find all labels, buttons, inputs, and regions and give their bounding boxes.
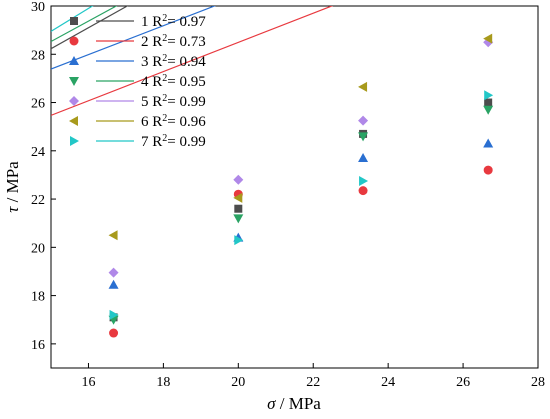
y-tick-label: 26 [31,97,45,112]
legend-marker-series-2 [69,36,79,46]
legend-label-series-4: 4 R2= 0.95 [141,73,206,91]
y-axis-unit: / MPa [3,161,22,207]
legend-marker-series-6 [69,116,78,126]
x-tick-label: 22 [306,375,320,390]
y-tick-label: 28 [31,48,45,63]
x-axis-symbol: σ [267,394,276,413]
legend-marker-series-4 [69,77,79,86]
y-tick-label: 30 [31,0,45,15]
legend-marker-series-1 [70,17,78,25]
x-tick-label: 18 [156,375,170,390]
data-point-series-3 [483,138,494,148]
legend-label-series-2: 2 R2= 0.73 [141,33,206,51]
fit-line-series-3 [51,6,217,70]
legend-label-series-1: 1 R2= 0.97 [141,13,206,31]
legend-label-series-3: 3 R2= 0.94 [141,53,206,71]
x-tick-label: 28 [531,375,545,390]
x-axis-unit: / MPa [276,394,322,413]
y-axis-symbol: τ [3,206,22,213]
y-tick-label: 22 [31,193,45,208]
data-point-series-4 [483,105,494,115]
x-tick-label: 26 [456,375,470,390]
data-point-series-4 [358,132,369,142]
y-tick-label: 16 [31,338,45,353]
data-point-series-5 [233,174,244,185]
x-tick-label: 20 [231,375,245,390]
fit-line-series-2 [51,6,334,116]
data-point-series-1 [234,204,243,213]
data-point-series-7 [109,309,119,320]
data-point-series-6 [233,192,243,203]
data-point-series-4 [233,214,244,224]
x-axis-ticks: 16 18 20 22 24 26 28 [81,363,545,390]
legend-label-series-6: 6 R2= 0.96 [141,113,206,131]
data-point-series-5 [108,267,119,278]
y-axis-label: τ / MPa [3,161,22,213]
y-axis-ticks: 16 18 20 22 24 26 28 30 [31,0,56,353]
data-point-series-7 [234,235,244,246]
legend-label-series-5: 5 R2= 0.99 [141,93,206,111]
data-point-series-7 [484,90,494,101]
data-point-series-2 [109,328,119,338]
data-markers [108,33,494,338]
fit-lines [51,6,334,116]
y-tick-label: 20 [31,241,45,256]
data-point-series-6 [108,230,118,241]
data-point-series-3 [108,279,119,289]
legend: 1 R2= 0.97 2 R2= 0.73 3 R2= 0.94 4 R2= 0.95… [69,13,206,151]
legend-marker-series-7 [70,136,79,146]
legend-marker-series-3 [69,56,79,65]
data-point-series-3 [358,153,369,163]
data-point-series-2 [483,165,493,175]
data-point-series-1 [484,98,493,107]
x-axis-label: σ / MPa [267,394,321,413]
data-point-series-2 [358,186,368,196]
y-tick-label: 18 [31,290,45,305]
data-point-series-7 [359,175,369,186]
data-point-series-6 [358,81,368,92]
legend-marker-series-5 [69,96,79,106]
data-point-series-6 [483,33,493,44]
fit-line-series-7 [51,6,94,32]
legend-label-series-7: 7 R2= 0.99 [141,133,206,151]
plot-frame [50,5,539,369]
data-point-series-5 [358,115,369,126]
x-tick-label: 16 [81,375,95,390]
y-tick-label: 24 [31,145,45,160]
x-tick-label: 24 [381,375,395,390]
